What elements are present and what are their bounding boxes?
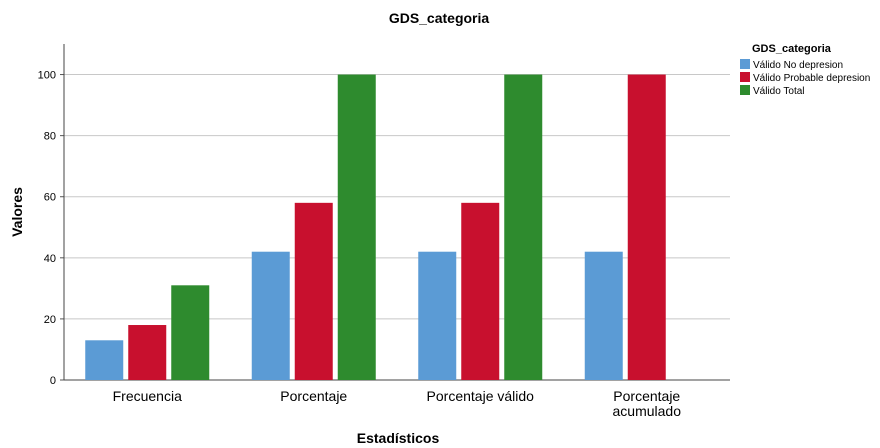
y-tick-label: 40 (44, 253, 56, 265)
y-tick-label: 100 (38, 70, 56, 82)
bar (85, 340, 124, 380)
legend-swatch (740, 72, 750, 82)
bar (128, 325, 167, 380)
y-tick-label: 0 (50, 375, 56, 387)
legend-label: Válido Probable depresion (753, 73, 870, 84)
bar (171, 285, 210, 380)
bar (251, 251, 290, 380)
bar (461, 202, 500, 380)
legend-label: Válido No depresion (753, 60, 843, 71)
legend-label: Válido Total (753, 86, 805, 97)
category-label: Porcentaje acumulado (613, 388, 682, 419)
x-axis-title: Estadísticos (357, 430, 440, 446)
bar (627, 74, 666, 380)
bar (584, 251, 623, 380)
category-label: Porcentaje válido (427, 388, 535, 404)
bar (504, 74, 543, 380)
category-label: Frecuencia (113, 388, 182, 404)
bar (294, 202, 333, 380)
category-labels: Frecuencia Porcentaje Porcentaje válido Por… (113, 388, 682, 419)
bars (85, 74, 666, 380)
y-tick-labels: 0 20 40 60 80 100 (38, 70, 56, 387)
bar (418, 251, 457, 380)
category-label: Porcentaje (280, 388, 347, 404)
y-tick-label: 20 (44, 314, 56, 326)
bar (337, 74, 376, 380)
legend-swatch (740, 59, 750, 69)
legend-swatch (740, 85, 750, 95)
y-tick-label: 80 (44, 131, 56, 143)
y-tick-label: 60 (44, 192, 56, 204)
y-axis-title: Valores (9, 187, 25, 237)
legend-title: GDS_categoria (752, 43, 832, 55)
legend: GDS_categoria Válido No depresion Válido … (740, 43, 870, 97)
chart-title: GDS_categoria (389, 10, 490, 26)
